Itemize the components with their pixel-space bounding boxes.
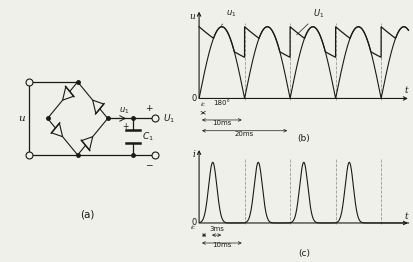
Polygon shape (63, 87, 74, 100)
Text: (b): (b) (297, 134, 310, 144)
Text: t: t (405, 86, 408, 95)
Text: t: t (405, 212, 408, 221)
Text: $i_C$: $i_C$ (200, 100, 206, 109)
Text: i: i (192, 150, 195, 159)
Text: 3ms: 3ms (209, 226, 224, 232)
Text: +: + (123, 122, 129, 131)
Text: 0: 0 (192, 219, 197, 227)
Polygon shape (52, 123, 63, 137)
Polygon shape (93, 100, 104, 114)
Polygon shape (82, 137, 93, 150)
Text: (c): (c) (298, 249, 310, 258)
Text: $U_1$: $U_1$ (163, 112, 175, 125)
Text: 0: 0 (192, 94, 197, 103)
Text: −: − (145, 160, 152, 169)
Text: $C_1$: $C_1$ (142, 130, 154, 143)
Text: u: u (190, 12, 195, 21)
Text: 10ms: 10ms (212, 120, 232, 126)
Text: (a): (a) (80, 209, 95, 220)
Text: $i_C$: $i_C$ (190, 223, 197, 232)
Text: 180°: 180° (214, 100, 230, 106)
Text: $U_1$: $U_1$ (297, 8, 324, 35)
Text: 10ms: 10ms (212, 242, 232, 248)
Text: u: u (18, 114, 25, 123)
Text: +: + (145, 104, 152, 113)
Text: 20ms: 20ms (235, 131, 254, 137)
Text: $u_1$: $u_1$ (119, 106, 129, 116)
Text: $u_1$: $u_1$ (221, 9, 237, 25)
